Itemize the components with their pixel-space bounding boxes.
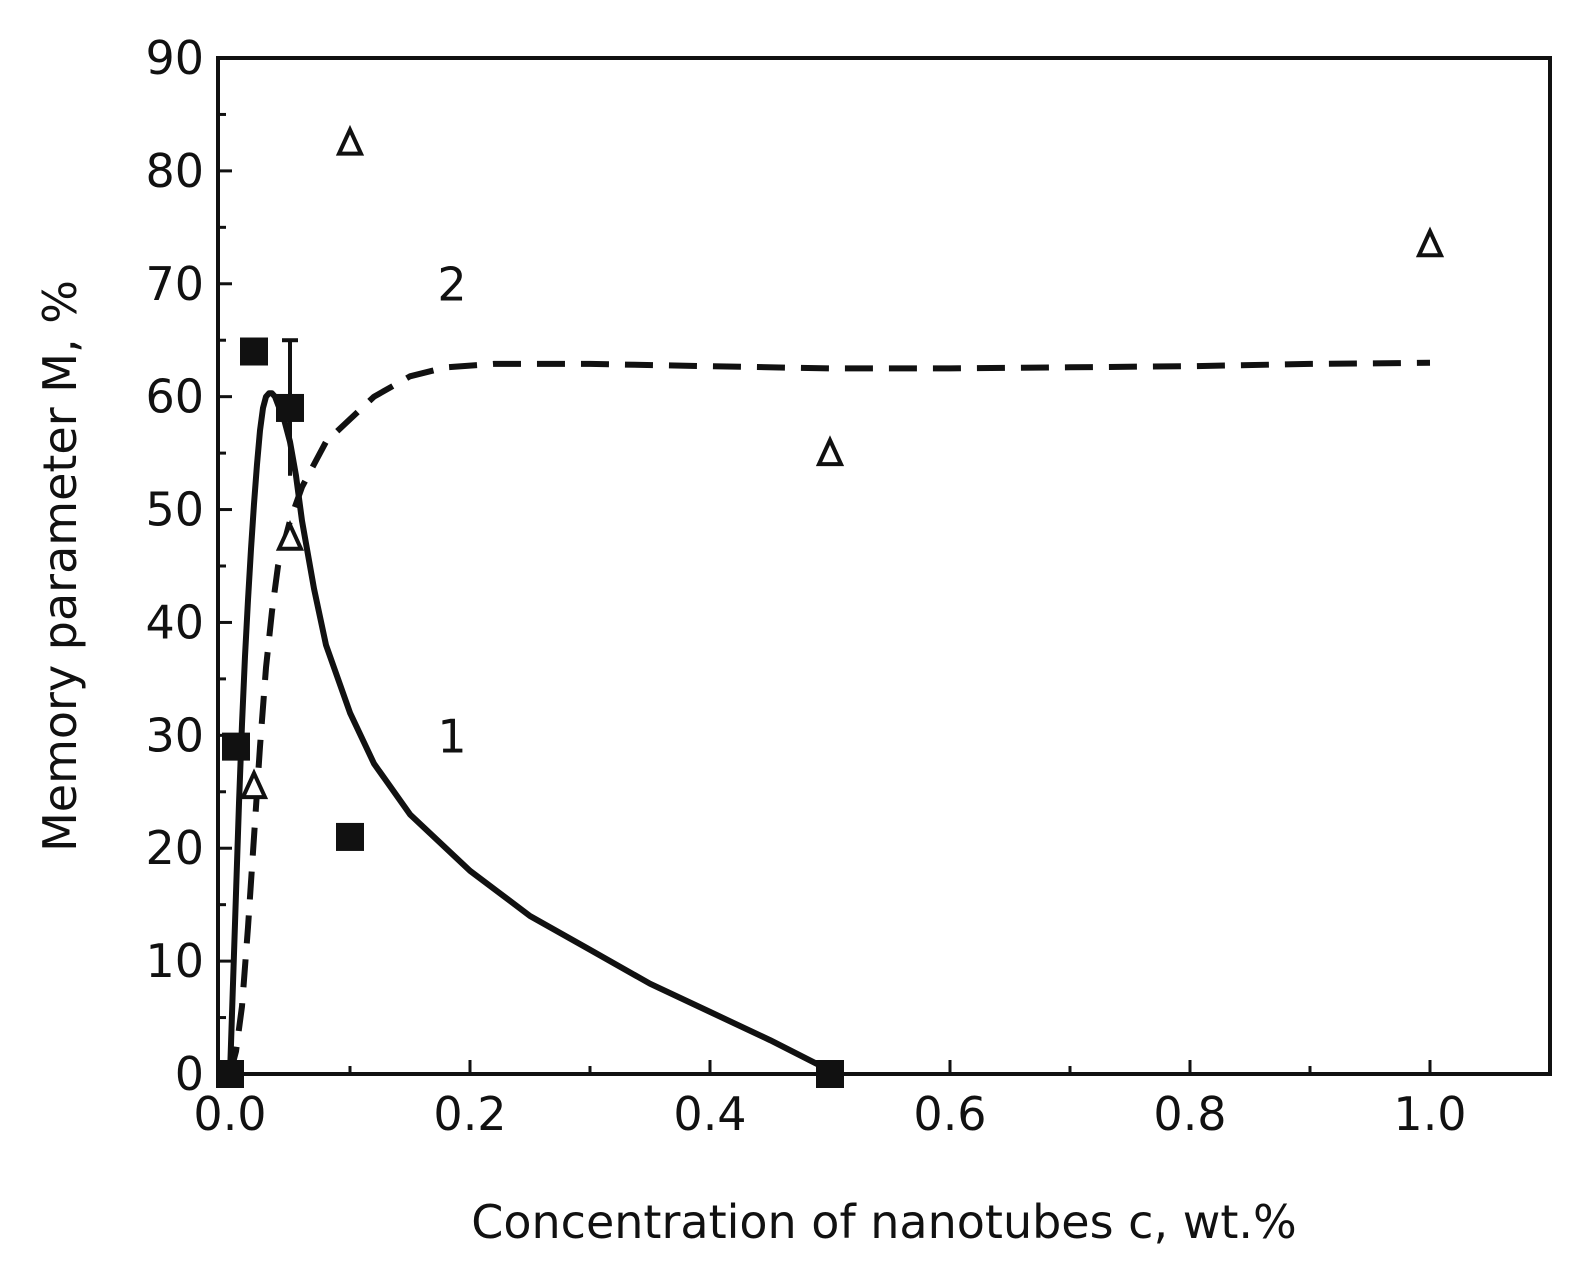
y-tick-label: 20 (145, 821, 204, 875)
x-tick-label: 0.8 (1153, 1087, 1226, 1141)
square-marker (816, 1060, 844, 1088)
triangle-marker (1415, 226, 1445, 258)
y-tick-label: 30 (145, 708, 204, 762)
fit-curves (227, 359, 1431, 1075)
y-tick-label: 70 (145, 257, 204, 311)
y-axis-ticks: 0 10 20 30 40 50 60 70 80 90 (145, 31, 232, 1101)
y-tick-label: 90 (145, 31, 204, 85)
x-axis-title: Concentration of nanotubes c, wt.% (471, 1195, 1296, 1249)
plot-frame (216, 56, 1552, 1076)
y-tick-label: 50 (145, 483, 204, 537)
curve-labels: 12 (437, 258, 466, 764)
triangle-marker (275, 519, 305, 551)
triangle-marker (335, 124, 365, 156)
y-tick-label: 80 (145, 144, 204, 198)
x-tick-label: 0.4 (673, 1087, 746, 1141)
x-tick-label: 0.0 (193, 1087, 266, 1141)
curve-label-2: 2 (437, 258, 466, 312)
square-marker (276, 393, 304, 422)
y-tick-label: 40 (145, 595, 204, 649)
curve-1-solid (227, 390, 832, 1075)
square-marker (216, 1060, 244, 1088)
data-markers (216, 124, 1445, 1088)
square-marker (222, 732, 250, 761)
square-marker (240, 337, 268, 366)
y-tick-label: 60 (145, 370, 204, 424)
triangle-marker (815, 435, 845, 467)
curve-2-dashed (227, 359, 1431, 1075)
triangle-marker (239, 768, 269, 800)
y-tick-label: 0 (175, 1047, 204, 1101)
y-axis-title: Memory parameter M, % (33, 280, 87, 852)
square-marker (336, 822, 364, 851)
y-tick-label: 10 (145, 934, 204, 988)
x-tick-label: 0.6 (913, 1087, 986, 1141)
x-tick-label: 0.2 (433, 1087, 506, 1141)
x-axis-ticks: 0.0 0.2 0.4 0.6 0.8 1.0 (193, 1060, 1467, 1141)
curve-label-1: 1 (437, 709, 466, 763)
x-tick-label: 1.0 (1393, 1087, 1466, 1141)
